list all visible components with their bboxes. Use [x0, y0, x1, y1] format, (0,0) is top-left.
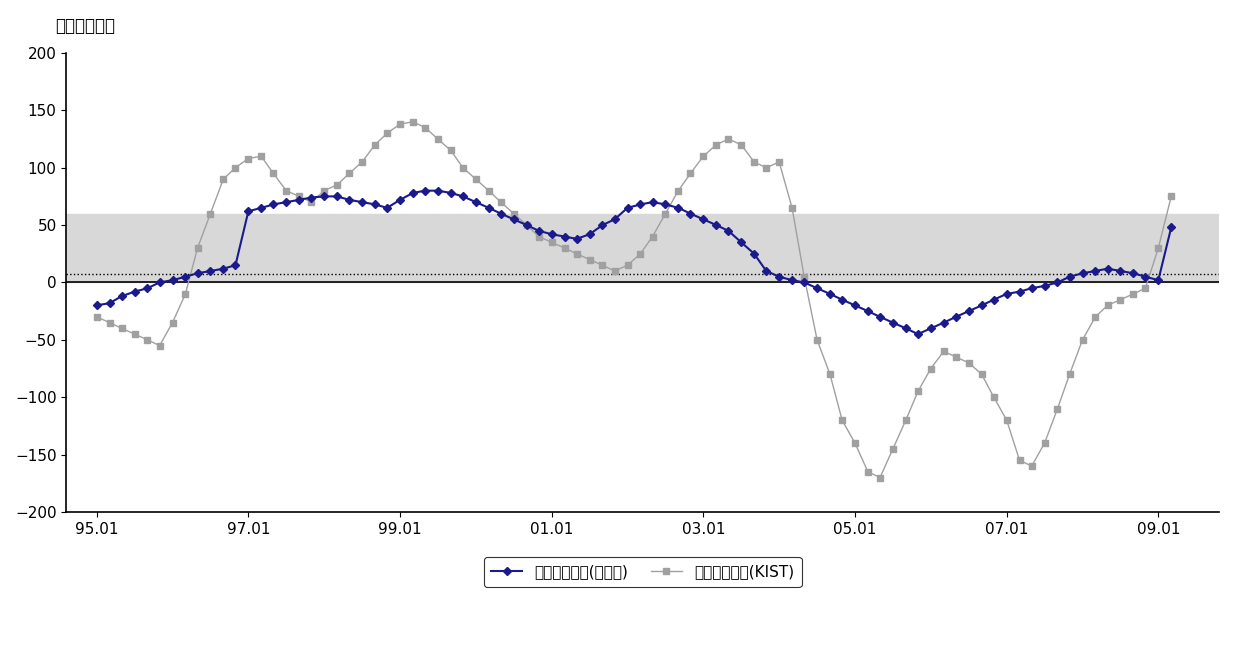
- 목표재고수준(조달청): [115, 292, 130, 300]
- 목표재고수준(조달청): [911, 330, 926, 338]
- 목표재고수준(KIST): [621, 261, 636, 269]
- Legend: 목표재고수준(조달청), 목표재고수준(KIST): 목표재고수준(조달청), 목표재고수준(KIST): [484, 557, 802, 587]
- Text: 목표재고일수: 목표재고일수: [54, 17, 115, 34]
- 목표재고수준(조달청): [204, 267, 218, 275]
- 목표재고수준(조달청): [937, 319, 951, 327]
- 목표재고수준(KIST): [406, 118, 421, 126]
- 목표재고수준(조달청): [141, 284, 155, 292]
- 목표재고수준(KIST): [872, 474, 887, 481]
- 목표재고수준(KIST): [115, 325, 130, 332]
- 목표재고수준(조달청): [621, 204, 636, 212]
- 목표재고수준(KIST): [204, 210, 218, 218]
- 목표재고수준(조달청): [89, 301, 104, 309]
- 목표재고수준(조달청): [1024, 284, 1039, 292]
- Bar: [67, 214, 1219, 283]
- 목표재고수준(조달청): [417, 187, 432, 194]
- 목표재고수준(KIST): [89, 313, 104, 321]
- 목표재고수준(KIST): [937, 347, 951, 355]
- 목표재고수준(KIST): [1164, 192, 1178, 200]
- 목표재고수준(KIST): [141, 336, 155, 343]
- 목표재고수준(KIST): [1024, 462, 1039, 470]
- Line: 목표재고수준(조달청): 목표재고수준(조달청): [94, 188, 1174, 337]
- Line: 목표재고수준(KIST): 목표재고수준(KIST): [94, 119, 1175, 481]
- 목표재고수준(조달청): [1164, 224, 1178, 231]
